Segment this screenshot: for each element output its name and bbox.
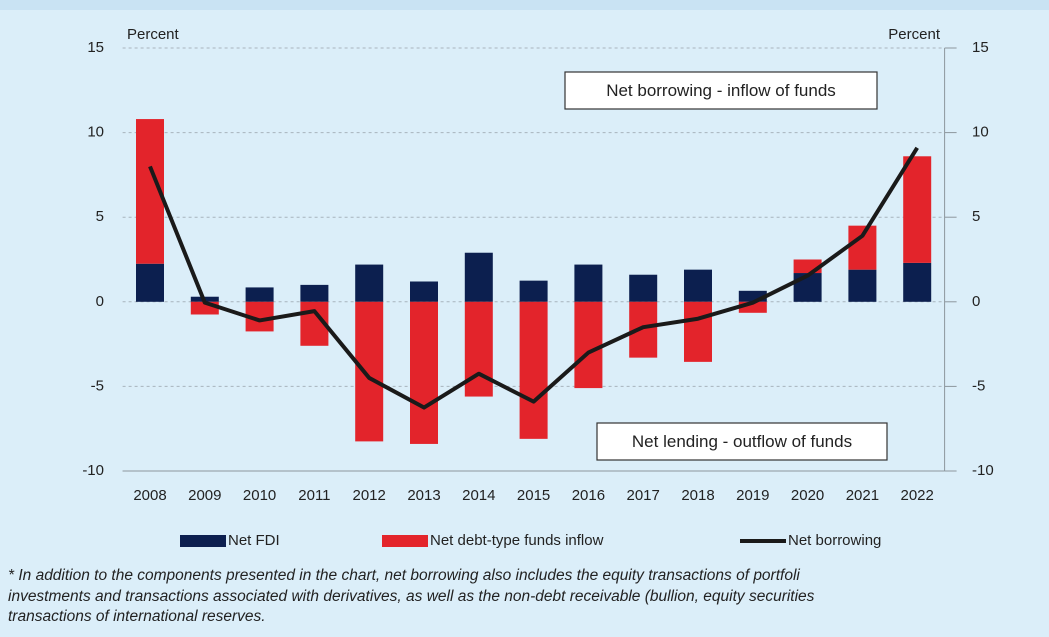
y-tick-label: 5 [96,208,104,225]
bar [738,301,767,313]
x-tick-label: 2021 [846,487,879,504]
x-tick-label: 2008 [133,487,166,504]
bar [519,301,548,439]
x-tick-label: 2019 [736,487,769,504]
x-tick-label: 2022 [901,487,934,504]
y2-tick-label: 10 [972,124,989,141]
footnote-line: transactions of international reserves. [8,608,266,625]
y2-tick-label: -10 [972,462,994,479]
annotation-box [596,422,888,461]
bar [684,269,712,302]
bar [848,269,877,302]
y2-tick-label: 0 [972,293,980,310]
legend-label: Net borrowing [788,532,881,549]
bar [410,301,438,444]
x-tick-label: 2013 [407,487,440,504]
y-axis-label: Percent [127,26,180,43]
x-tick-label: 2016 [572,487,605,504]
bar [738,290,767,302]
x-tick-label: 2018 [681,487,714,504]
annotation-box [564,71,878,110]
footnote-line: * In addition to the components presente… [8,567,800,584]
y-tick-label: -5 [91,377,104,394]
chart: Percent Percent -10 -5 0 5 10 15 -10 -5 0 5 10 15 20… [82,26,994,549]
x-tick-label: 2009 [188,487,221,504]
x-tick-label: 2012 [353,487,386,504]
bar [519,280,548,302]
annotation: Net borrowing - inflow of funds [606,81,836,100]
y2-axis-label: Percent [888,26,941,43]
bar [574,264,603,302]
bar [355,264,384,302]
bar [245,287,274,302]
x-tick-label: 2015 [517,487,550,504]
y-tick-label: 0 [96,293,104,310]
y2-tick-label: 15 [972,39,989,56]
header-strip [0,0,1049,10]
bar [793,273,822,302]
annotation: Net lending - outflow of funds [632,432,852,451]
x-tick-label: 2020 [791,487,824,504]
y-tick-label: 15 [87,39,104,56]
x-tick-label: 2014 [462,487,495,504]
y2-tick-label: 5 [972,208,980,225]
footnote: * In addition to the components presente… [8,566,1049,628]
bar [355,301,384,442]
bar [903,156,932,263]
y-tick-label: -10 [82,462,104,479]
bar [136,263,164,302]
bar [300,284,329,302]
line [148,146,919,410]
bar [684,301,712,362]
legend-swatch [180,535,226,547]
legend-swatch [382,535,428,547]
bar [464,301,493,397]
x-tick-label: 2011 [298,487,330,504]
legend-label: Net FDI [228,532,280,549]
legend-label: Net debt-type funds inflow [430,532,604,549]
bar [574,301,603,389]
x-tick-label: 2017 [627,487,660,504]
bar [629,274,658,302]
y-tick-label: 10 [87,124,104,141]
y2-tick-label: -5 [972,377,985,394]
x-tick-label: 2010 [243,487,276,504]
bar [410,281,438,302]
bar [903,262,932,302]
bar [464,252,493,302]
footnote-line: investments and transactions associated … [8,587,815,605]
